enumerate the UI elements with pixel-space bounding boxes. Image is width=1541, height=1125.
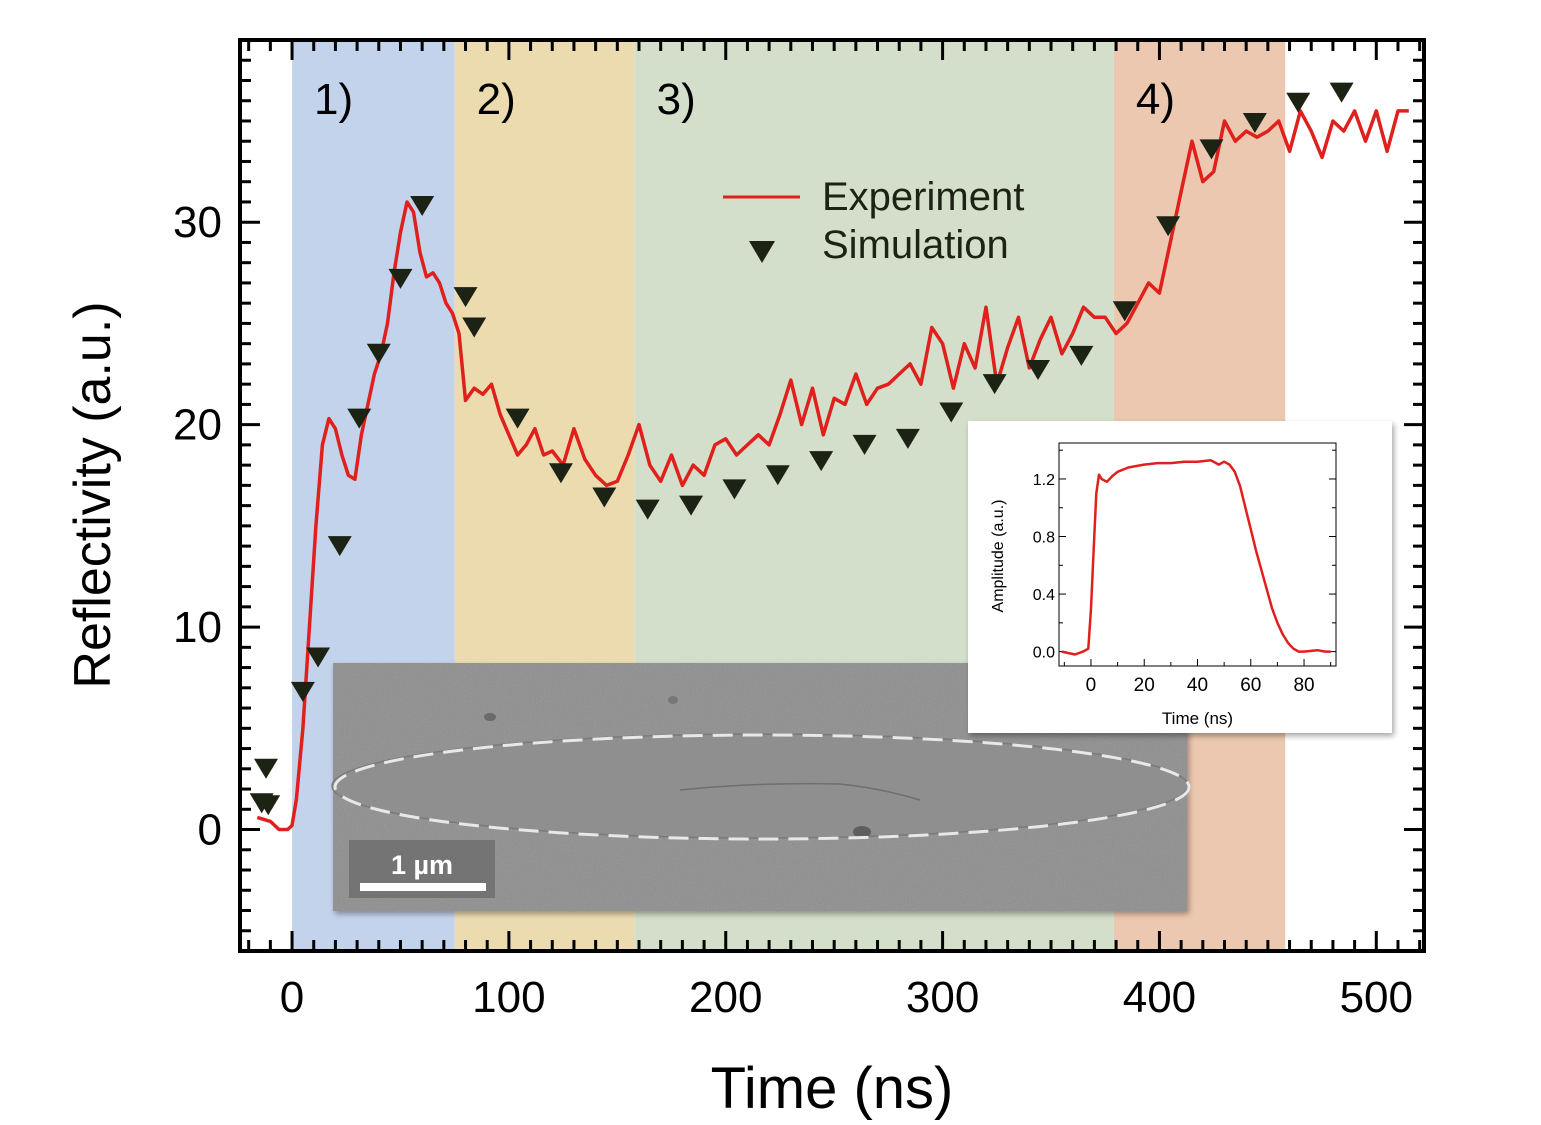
legend: Experiment Simulation xyxy=(723,175,1024,267)
x-tick-label: 200 xyxy=(689,973,762,1022)
simulation-point xyxy=(388,268,413,289)
inset-y-tick-label: 0.4 xyxy=(1033,587,1055,604)
region-label-2: 2) xyxy=(477,75,516,124)
simulation-point xyxy=(809,451,834,472)
inset-x-tick-label: 20 xyxy=(1134,675,1155,696)
x-tick-label: 0 xyxy=(280,973,304,1022)
inset-x-tick-label: 0 xyxy=(1086,675,1097,696)
simulation-point xyxy=(410,196,435,217)
plot-border xyxy=(238,38,1426,953)
legend-simulation-label: Simulation xyxy=(822,223,1009,267)
simulation-point xyxy=(366,343,391,364)
region-label-4: 4) xyxy=(1136,75,1175,124)
simulation-point xyxy=(852,434,877,455)
inset-y-tick-label: 0.8 xyxy=(1033,530,1055,547)
legend-experiment-label: Experiment xyxy=(822,175,1024,219)
simulation-point xyxy=(765,465,790,486)
simulation-point xyxy=(679,495,704,516)
inset-y-tick-label: 0.0 xyxy=(1033,645,1055,662)
simulation-point xyxy=(1242,113,1267,134)
simulation-point xyxy=(462,317,487,338)
scale-bar xyxy=(360,883,486,891)
simulation-point xyxy=(939,402,964,423)
region-label-3: 3) xyxy=(657,75,696,124)
simulation-point xyxy=(1199,139,1224,160)
simulation-point xyxy=(895,428,920,449)
x-tick-label: 500 xyxy=(1340,973,1413,1022)
y-tick-label: 0 xyxy=(198,806,222,855)
simulation-point xyxy=(722,479,747,500)
simulation-point xyxy=(505,408,530,429)
scale-bar-label: 1 µm xyxy=(391,850,453,880)
simulation-point xyxy=(453,287,478,308)
simulation-series xyxy=(249,82,1354,816)
simulation-point xyxy=(306,647,331,668)
simulation-point xyxy=(1026,359,1051,380)
inset-y-axis-title: Amplitude (a.u.) xyxy=(990,500,1007,613)
inset-chart: 0 20 40 60 80 0.0 0.4 0.8 1.2 Time (ns) Amplitude … xyxy=(968,421,1392,733)
x-tick-label: 300 xyxy=(906,973,979,1022)
simulation-point xyxy=(592,487,617,508)
simulation-point xyxy=(290,681,315,702)
inset-x-tick-label: 40 xyxy=(1187,675,1208,696)
inset-background xyxy=(968,421,1392,733)
y-tick-label: 30 xyxy=(173,198,222,247)
simulation-point xyxy=(1156,216,1181,237)
simulation-point xyxy=(1286,92,1311,113)
y-tick-label: 10 xyxy=(173,603,222,652)
simulation-point xyxy=(256,795,281,816)
legend-simulation-marker xyxy=(749,241,775,263)
sem-particle xyxy=(484,713,496,721)
simulation-point xyxy=(254,758,279,779)
inset-x-axis-title: Time (ns) xyxy=(1162,709,1233,728)
inset-y-tick-label: 1.2 xyxy=(1033,472,1055,489)
y-tick-label: 20 xyxy=(173,401,222,450)
x-tick-label: 400 xyxy=(1123,973,1196,1022)
x-axis-title: Time (ns) xyxy=(711,1056,954,1121)
simulation-point xyxy=(1069,345,1094,366)
simulation-point xyxy=(1112,301,1137,322)
simulation-point xyxy=(982,374,1007,395)
axis-labels: Time (ns) Reflectivity (a.u.) xyxy=(64,301,953,1121)
sem-crack xyxy=(679,782,921,801)
inset-pulse-line xyxy=(1061,459,1331,656)
inset-x-tick-label: 60 xyxy=(1240,675,1261,696)
simulation-point xyxy=(327,536,352,557)
region-label-1: 1) xyxy=(314,75,353,124)
y-axis-title: Reflectivity (a.u.) xyxy=(64,301,122,688)
sem-particle xyxy=(668,696,678,704)
simulation-point xyxy=(1329,82,1354,103)
inset-x-tick-label: 80 xyxy=(1293,675,1314,696)
simulation-point xyxy=(347,408,372,429)
sem-particle xyxy=(853,826,871,838)
sem-dashed-ellipse xyxy=(333,733,1191,841)
simulation-point xyxy=(548,463,573,484)
simulation-point xyxy=(635,499,660,520)
x-tick-label: 100 xyxy=(472,973,545,1022)
